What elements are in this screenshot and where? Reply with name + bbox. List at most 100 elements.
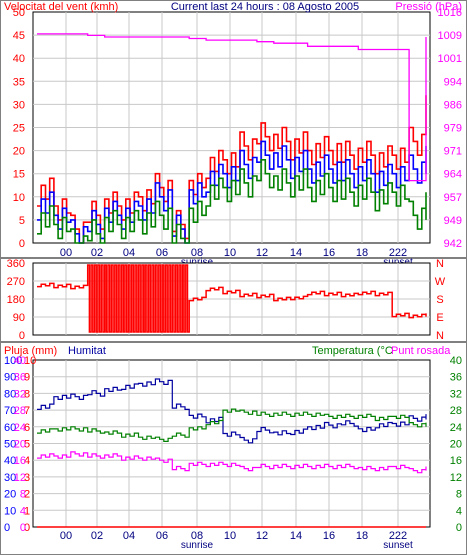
direction-compass-label: W xyxy=(435,276,446,288)
wind-x-tick-label: 00 xyxy=(60,247,72,259)
rain-y-tick-label: 3 xyxy=(24,472,30,484)
climate-x-tick-label: 222 xyxy=(389,530,407,542)
pressure-y-tick-label: 1001 xyxy=(438,53,462,65)
pressure-y-tick-label: 949 xyxy=(444,215,462,227)
pressure-y-tick-label: 979 xyxy=(444,123,462,135)
wind-direction-line xyxy=(37,264,427,333)
rain-y-tick-label: 4 xyxy=(24,455,30,467)
rain-y-tick-label: 10 xyxy=(24,355,36,367)
dewpoint-line xyxy=(37,451,427,474)
rain-y-tick-label: 2 xyxy=(24,489,30,501)
wind-y-tick-label: 45 xyxy=(13,30,25,42)
pressure-axis-title: Pressió (hPa) xyxy=(395,1,462,13)
direction-y-tick-label: 270 xyxy=(7,276,25,288)
direction-y-tick-label: 180 xyxy=(7,294,25,306)
wind-x-tick-label: 08 xyxy=(191,247,203,259)
wind-y-tick-label: 15 xyxy=(13,169,25,181)
pressure-y-tick-label: 957 xyxy=(444,192,462,204)
temperature-y-tick-label: 28 xyxy=(450,405,462,417)
humidity-y-tick-label: 60 xyxy=(4,422,16,434)
direction-compass-label: E xyxy=(436,312,443,324)
rain-axis-title: Pluja (mm) xyxy=(4,345,57,357)
climate-x-tick-label: 08 xyxy=(191,530,203,542)
pressure-y-tick-label: 1016 xyxy=(438,7,462,19)
wind-x-tick-label: 18 xyxy=(356,247,368,259)
wind-axis-title: Velocitat del vent (kmh) xyxy=(4,1,118,13)
rain-y-tick-label: 5 xyxy=(24,439,30,451)
wind-y-tick-label: 40 xyxy=(13,53,25,65)
dewpoint-y-tick-label: 40 xyxy=(14,355,26,367)
humidity-line xyxy=(37,378,427,444)
climate-x-tick-label: 04 xyxy=(123,530,135,542)
pressure-line xyxy=(37,33,427,182)
wind-y-tick-label: 35 xyxy=(13,76,25,88)
wind-y-tick-label: 10 xyxy=(13,192,25,204)
direction-y-tick-label: 360 xyxy=(7,258,25,270)
temperature-line xyxy=(37,408,427,442)
dewpoint-y-tick-label: 20 xyxy=(14,439,26,451)
humidity-y-tick-label: 20 xyxy=(4,489,16,501)
climate-sunrise-label: sunrise xyxy=(181,540,214,551)
humidity-y-tick-label: 10 xyxy=(4,505,16,517)
climate-x-tick-label: 12 xyxy=(256,530,268,542)
temperature-y-tick-label: 12 xyxy=(450,472,462,484)
temperature-y-tick-label: 40 xyxy=(450,355,462,367)
dewpoint-y-tick-label: 16 xyxy=(14,455,26,467)
pressure-y-tick-label: 942 xyxy=(444,238,462,250)
temperature-y-tick-label: 0 xyxy=(456,522,462,534)
temperature-y-tick-label: 16 xyxy=(450,455,462,467)
climate-x-tick-label: 18 xyxy=(356,530,368,542)
dewpoint-y-tick-label: 8 xyxy=(20,489,26,501)
pressure-y-tick-label: 986 xyxy=(444,99,462,111)
dewpoint-y-tick-label: 4 xyxy=(20,505,26,517)
pressure-y-tick-label: 971 xyxy=(444,146,462,158)
climate-x-tick-label: 00 xyxy=(60,530,72,542)
humidity-y-tick-label: 50 xyxy=(4,439,16,451)
dewpoint-y-tick-label: 32 xyxy=(14,388,26,400)
wind-y-tick-label: 50 xyxy=(13,7,25,19)
direction-compass-label: N xyxy=(436,258,444,270)
humidity-y-tick-label: 70 xyxy=(4,405,16,417)
climate-x-tick-label: 16 xyxy=(323,530,335,542)
direction-y-tick-label: 0 xyxy=(19,330,25,342)
dewpoint-y-tick-label: 0 xyxy=(20,522,26,534)
rain-y-tick-label: 6 xyxy=(24,422,30,434)
wind-y-tick-label: 5 xyxy=(19,215,25,227)
pressure-y-tick-label: 994 xyxy=(444,76,462,88)
humidity-y-tick-label: 0 xyxy=(4,522,10,534)
direction-y-tick-label: 90 xyxy=(13,312,25,324)
wind-x-tick-label: 06 xyxy=(156,247,168,259)
climate-x-tick-label: 06 xyxy=(156,530,168,542)
dewpoint-axis-title: Punt rosada xyxy=(391,345,451,357)
humidity-y-tick-label: 90 xyxy=(4,372,16,384)
wind-y-tick-label: 25 xyxy=(13,123,25,135)
climate-sunset-label: sunset xyxy=(383,540,413,551)
temperature-y-tick-label: 36 xyxy=(450,372,462,384)
direction-compass-label: N xyxy=(436,330,444,342)
wind-x-tick-label: 02 xyxy=(91,247,103,259)
temperature-y-tick-label: 8 xyxy=(456,489,462,501)
climate-x-tick-label: 14 xyxy=(290,530,302,542)
dewpoint-y-tick-label: 28 xyxy=(14,405,26,417)
wind-x-tick-label: 12 xyxy=(256,247,268,259)
wind-x-tick-label: 222 xyxy=(389,247,407,259)
wind-min-line xyxy=(37,159,427,244)
humidity-y-tick-label: 100 xyxy=(4,355,22,367)
climate-x-tick-label: 10 xyxy=(224,530,236,542)
wind-x-tick-label: 04 xyxy=(123,247,135,259)
humidity-y-tick-label: 80 xyxy=(4,388,16,400)
wind-y-tick-label: 30 xyxy=(13,99,25,111)
humidity-axis-title: Humitat xyxy=(68,345,106,357)
temperature-axis-title: Temperatura (°C xyxy=(312,345,393,357)
rain-y-tick-label: 1 xyxy=(24,505,30,517)
rain-y-tick-label: 7 xyxy=(24,405,30,417)
wind-y-tick-label: 0 xyxy=(19,238,25,250)
humidity-y-tick-label: 40 xyxy=(4,455,16,467)
dewpoint-y-tick-label: 12 xyxy=(14,472,26,484)
temperature-y-tick-label: 20 xyxy=(450,439,462,451)
wind-x-tick-label: 16 xyxy=(323,247,335,259)
wind-x-tick-label: 14 xyxy=(290,247,302,259)
rain-y-tick-label: 9 xyxy=(24,372,30,384)
chart-title: Current last 24 hours : 08 Agosto 2005 xyxy=(171,1,359,13)
